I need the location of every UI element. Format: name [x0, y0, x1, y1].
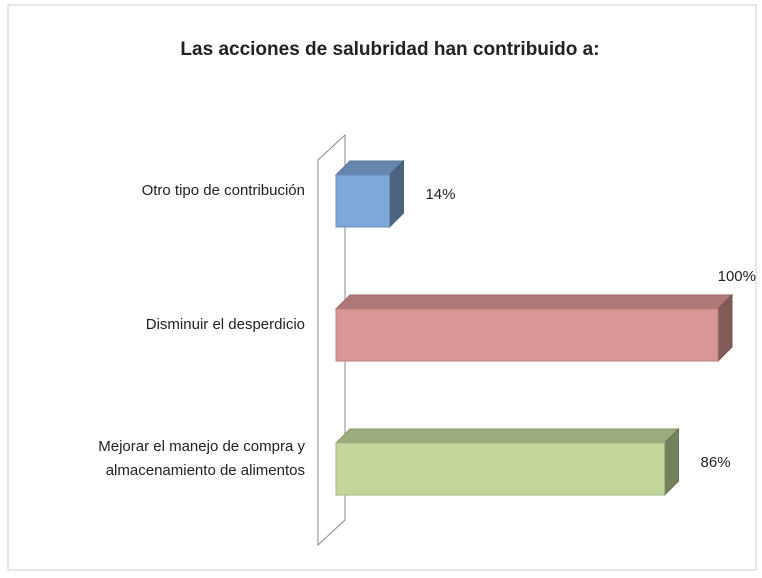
category-label: Mejorar el manejo de compra y almacenami… [98, 438, 305, 479]
bar [335, 442, 666, 496]
bar [335, 174, 390, 228]
bar-top [334, 428, 680, 444]
category-label: Disminuir el desperdicio [145, 316, 305, 333]
category-label: Otro tipo de contribución [141, 182, 305, 199]
bar-top [334, 294, 734, 310]
back-wall [317, 133, 346, 547]
bar [335, 308, 719, 362]
value-label: 100% [718, 268, 756, 285]
chart-title: Las acciones de salubridad han contribui… [180, 39, 599, 60]
value-label: 86% [701, 454, 731, 471]
value-label: 14% [425, 186, 455, 203]
